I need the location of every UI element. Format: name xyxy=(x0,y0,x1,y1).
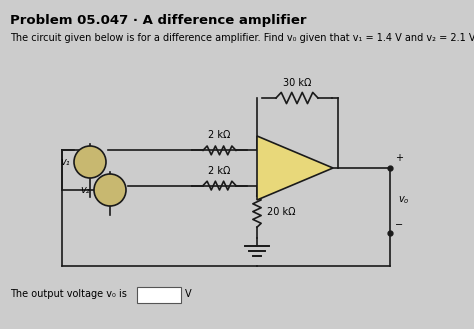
Text: −: − xyxy=(261,149,269,159)
Text: 20 kΩ: 20 kΩ xyxy=(267,207,295,216)
Text: +: + xyxy=(395,153,403,163)
Text: v₂: v₂ xyxy=(81,185,90,195)
Text: +: + xyxy=(261,178,269,187)
Text: 30 kΩ: 30 kΩ xyxy=(283,78,311,88)
Circle shape xyxy=(94,174,126,206)
Text: −: − xyxy=(105,191,115,201)
Text: Problem 05.047 · A difference amplifier: Problem 05.047 · A difference amplifier xyxy=(10,14,307,27)
Text: +: + xyxy=(106,179,114,189)
Text: −: − xyxy=(395,220,403,230)
Text: The circuit given below is for a difference amplifier. Find v₀ given that v₁ = 1: The circuit given below is for a differe… xyxy=(10,33,474,43)
Text: 2 kΩ: 2 kΩ xyxy=(208,165,231,176)
Text: The output voltage v₀ is: The output voltage v₀ is xyxy=(10,289,127,299)
Text: V: V xyxy=(185,289,191,299)
FancyBboxPatch shape xyxy=(137,287,181,303)
Text: 2 kΩ: 2 kΩ xyxy=(208,130,231,140)
Circle shape xyxy=(74,146,106,178)
Text: +: + xyxy=(86,151,94,161)
Text: −: − xyxy=(85,164,95,173)
Polygon shape xyxy=(257,136,333,200)
Text: $\mathit{v}_o$: $\mathit{v}_o$ xyxy=(398,194,410,206)
Text: v₁: v₁ xyxy=(60,157,70,167)
